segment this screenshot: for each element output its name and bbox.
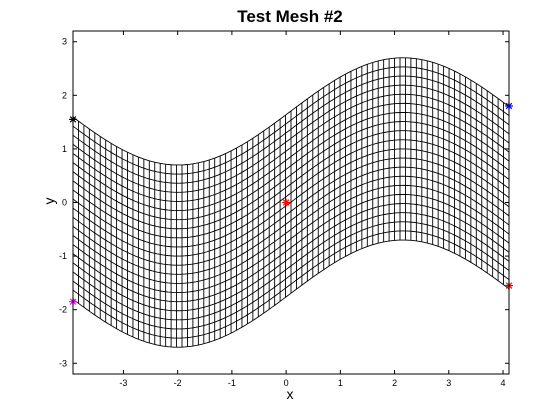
mesh bbox=[72, 57, 510, 348]
x-tick-label: -3 bbox=[119, 378, 127, 388]
x-tick-label: 3 bbox=[446, 378, 451, 388]
y-tick-label: 1 bbox=[62, 144, 67, 154]
y-tick-label: -3 bbox=[59, 358, 67, 368]
y-tick-label: -1 bbox=[59, 251, 67, 261]
y-tick-label: 2 bbox=[62, 90, 67, 100]
x-tick-label: 2 bbox=[392, 378, 397, 388]
y-tick-label: 0 bbox=[62, 198, 67, 208]
x-tick-label: 1 bbox=[338, 378, 343, 388]
y-tick-label: 3 bbox=[62, 37, 67, 47]
x-tick-label: -1 bbox=[228, 378, 236, 388]
x-tick-label: 4 bbox=[501, 378, 506, 388]
y-tick-label: -2 bbox=[59, 305, 67, 315]
x-axis-label: x bbox=[287, 386, 294, 402]
y-axis-label: y bbox=[41, 198, 57, 205]
x-tick-label: 0 bbox=[284, 378, 289, 388]
x-tick-label: -2 bbox=[174, 378, 182, 388]
star-marker bbox=[282, 198, 291, 207]
chart-title: Test Mesh #2 bbox=[237, 7, 343, 26]
ticks: -3 -2 -1 0 1 2 3 4 -3 -2 -1 0 1 2 3 bbox=[59, 31, 509, 388]
